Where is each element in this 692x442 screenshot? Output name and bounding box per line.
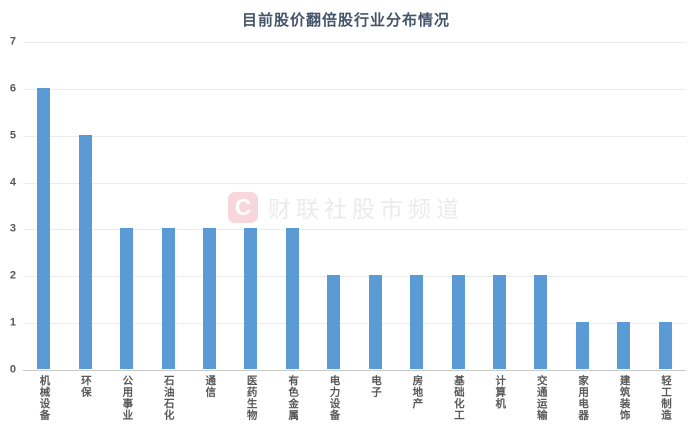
x-category-label: 医药生物 — [245, 375, 258, 421]
x-category-label: 公用事业 — [121, 375, 134, 421]
gridline — [23, 229, 686, 231]
gridline — [23, 276, 686, 278]
x-category-label: 家用电器 — [577, 375, 590, 421]
y-tick-label: 4 — [9, 176, 16, 189]
x-category-label: 机械设备 — [38, 375, 51, 421]
x-category-label: 通信 — [204, 375, 217, 398]
bar — [120, 228, 134, 369]
x-category-label: 环保 — [79, 375, 92, 398]
x-category-label: 电子 — [369, 375, 382, 398]
gridline — [23, 135, 686, 137]
y-tick-label: 0 — [9, 363, 16, 376]
bar — [368, 275, 382, 369]
gridline — [23, 88, 686, 90]
gridline — [23, 42, 686, 43]
bar — [78, 134, 92, 369]
bar — [534, 275, 548, 369]
gridline — [23, 323, 686, 325]
y-tick-label: 1 — [9, 316, 16, 329]
bar — [37, 87, 51, 369]
bar — [202, 228, 216, 369]
x-category-label: 轻工制造 — [660, 375, 673, 421]
gridline — [23, 182, 686, 184]
bar — [575, 322, 589, 369]
bar — [327, 275, 341, 369]
bar — [451, 275, 465, 369]
y-tick-label: 5 — [9, 129, 16, 142]
bar — [285, 228, 299, 369]
bar — [617, 322, 631, 369]
x-category-label: 基础化工 — [452, 375, 465, 421]
y-tick-label: 6 — [9, 82, 16, 95]
x-category-label: 计算机 — [494, 375, 507, 410]
y-tick-label: 3 — [9, 222, 16, 235]
bar — [244, 228, 258, 369]
bar — [410, 275, 424, 369]
x-category-label: 石油石化 — [162, 375, 175, 421]
x-category-label: 有色金属 — [287, 375, 300, 421]
plot-area — [23, 42, 686, 370]
x-category-label: 建筑装饰 — [618, 375, 631, 421]
x-category-label: 电力设备 — [328, 375, 341, 421]
x-category-label: 房地产 — [411, 375, 424, 410]
bar — [161, 228, 175, 369]
bar — [658, 322, 672, 369]
x-axis-line — [23, 370, 686, 371]
bar — [493, 275, 507, 369]
y-tick-label: 7 — [9, 35, 16, 48]
chart-title: 目前股价翻倍股行业分布情况 — [241, 12, 450, 29]
y-tick-label: 2 — [9, 269, 16, 282]
x-category-label: 交通运输 — [535, 375, 548, 421]
